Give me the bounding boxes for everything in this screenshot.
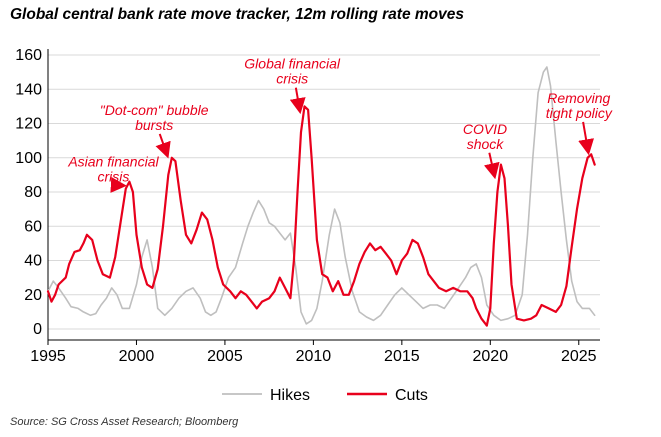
annotation-text: crisis [98,168,130,184]
y-tick-label: 40 [24,253,42,270]
x-tick-label: 2000 [119,348,155,365]
axes [47,49,600,345]
x-tick-label: 2010 [296,348,332,365]
annotation-text: crisis [276,71,308,87]
y-tick-label: 0 [33,321,42,338]
series-lines [46,66,596,327]
y-tick-label: 80 [24,184,42,201]
x-tick-label: 2015 [384,348,420,365]
y-tick-label: 20 [24,287,42,304]
x-tick-labels: 1995 2000 2005 2010 2015 2020 2025 [30,348,596,365]
annotation-text: Removing [547,90,610,106]
series-line-cuts [46,105,596,327]
legend-item-hikes: Hikes [222,387,310,404]
x-tick-label: 1995 [30,348,66,365]
y-tick-label: 140 [15,81,42,98]
chart-title: Global central bank rate move tracker, 1… [10,6,464,23]
annotation-text: shock [467,136,505,152]
x-tick-label: 2020 [473,348,509,365]
y-tick-label: 120 [15,116,42,133]
annotation-text: "Dot-com" bubble [100,102,209,118]
x-tick-label: 2005 [207,348,243,365]
legend-label: Hikes [270,387,310,404]
annotation-arrow [289,87,306,115]
annotation-text: bursts [135,117,173,133]
y-tick-label: 160 [15,47,42,64]
annotation-arrow [155,133,171,159]
annotation-arrow [483,152,500,180]
annotation-text: Global financial [244,56,341,72]
legend-label: Cuts [395,387,428,404]
x-tick-label: 2025 [561,348,597,365]
series-line-hikes [47,66,596,325]
annotation-text: tight policy [546,105,613,121]
source-note: Source: SG Cross Asset Research; Bloombe… [10,416,239,428]
annotation-text: COVID [463,121,507,137]
annotation-arrow [578,121,595,156]
annotation-text: Asian financial [67,153,159,169]
legend: Hikes Cuts [222,387,428,404]
y-tick-label: 60 [24,218,42,235]
y-tick-labels: 0 20 40 60 80 100 120 140 160 [15,47,42,338]
gridlines [48,54,600,330]
y-tick-label: 100 [15,150,42,167]
legend-item-cuts: Cuts [347,387,428,404]
